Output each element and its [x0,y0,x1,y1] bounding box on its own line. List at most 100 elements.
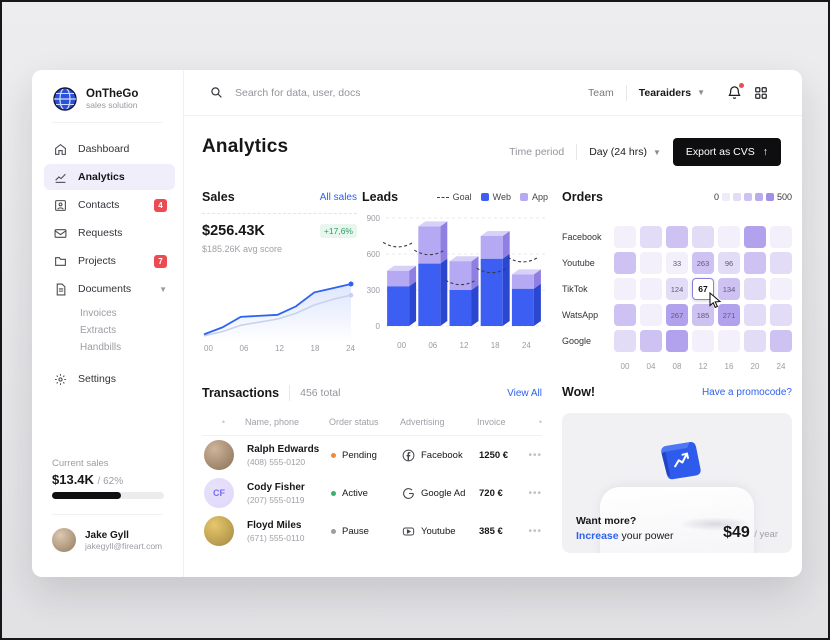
user-profile[interactable]: Jake Gyll jakegyll@fireart.com [52,528,162,552]
orders-heatmap-cell[interactable] [770,226,792,248]
orders-heatmap-cell[interactable] [640,330,662,352]
increase-link[interactable]: Increase [576,530,619,542]
orders-heatmap-cell[interactable] [770,330,792,352]
orders-heatmap-cell[interactable] [744,304,766,326]
customer-name: Cody Fisher [247,481,305,493]
orders-heatmap-cell[interactable] [640,252,662,274]
current-sales-value: $13.4K / 62% [52,472,124,487]
orders-heatmap-cell[interactable] [692,330,714,352]
orders-heatmap-cell[interactable]: 185 [692,304,714,326]
heatmap-row-label: TikTok [562,284,588,294]
view-all-link[interactable]: View All [507,387,542,399]
table-row[interactable]: Ralph Edwards (408) 555-0120 Pending Fac… [202,436,542,474]
orders-heatmap-cell[interactable] [614,304,636,326]
status-label: Pending [342,449,377,461]
sidebar-item-projects[interactable]: Projects 7 [44,248,175,274]
sidebar-item-contacts[interactable]: Contacts 4 [44,192,175,218]
orders-heatmap-cell[interactable]: 67 [692,278,714,300]
orders-heatmap-cell[interactable] [666,330,688,352]
menu-column-dot: • [538,417,542,427]
customer-phone: (207) 555-0119 [247,494,305,505]
orders-heatmap: Facebook Youtube 33 263 96 TikTok 124 67 134 Wats… [562,226,792,386]
sidebar-item-label: Dashboard [78,143,130,155]
topbar: Team Tearaiders▼ [184,70,802,116]
scale-swatch-icon [732,193,741,201]
orders-heatmap-cell[interactable] [718,330,740,352]
row-menu-button[interactable]: ••• [528,487,542,499]
promocode-link[interactable]: Have a promocode? [701,386,792,398]
orders-card: Orders 0 500 Facebook Youtube 33 263 96 TikTo… [562,190,792,386]
heatmap-col-label: 04 [646,362,656,371]
transactions-total: 456 total [300,387,341,399]
transactions-title: Transactions [202,386,280,400]
orders-heatmap-cell[interactable] [614,252,636,274]
orders-heatmap-cell[interactable] [614,278,636,300]
sidebar-item-requests[interactable]: Requests [44,220,175,246]
brand: OnTheGo sales solution [52,86,138,112]
orders-heatmap-cell[interactable] [614,330,636,352]
all-sales-link[interactable]: All sales [319,191,357,203]
export-button[interactable]: Export as CVS ↑ [672,138,781,166]
customer-phone: (408) 555-0120 [247,456,306,467]
notifications-button[interactable] [727,83,744,100]
divider [52,514,163,515]
time-period-select[interactable]: Day (24 hrs) ▼ [589,146,661,158]
team-selector[interactable]: Tearaiders ▼ [638,86,705,99]
orders-heatmap-cell[interactable]: 263 [692,252,714,274]
sidebar-item-documents[interactable]: Documents ▼ [44,276,175,302]
orders-heatmap-cell[interactable] [640,226,662,248]
orders-title: Orders [562,190,603,204]
orders-heatmap-cell[interactable] [744,226,766,248]
ad-label: Facebook [421,449,463,461]
apps-grid-button[interactable] [754,86,768,100]
ad-label: Youtube [421,525,456,537]
heatmap-row-label: WatsApp [562,310,599,320]
avatar [52,528,76,552]
orders-heatmap-cell[interactable] [770,304,792,326]
sidebar-item-analytics[interactable]: Analytics [44,164,175,190]
orders-heatmap-cell[interactable]: 134 [718,278,740,300]
sidebar-item-settings[interactable]: Settings [44,366,175,392]
web-swatch-icon [480,193,489,201]
search-input[interactable] [235,86,577,99]
sidebar-item-dashboard[interactable]: Dashboard [44,136,175,162]
invoice-amount: 720 € [479,487,503,499]
sidebar-item-label: Projects [78,255,116,267]
upgrade-card[interactable]: Want more? Increase your power $49 / yea… [562,413,792,553]
orders-heatmap-cell[interactable] [770,278,792,300]
status-label: Pause [342,525,369,537]
orders-heatmap-cell[interactable]: 271 [718,304,740,326]
promo-want-text: Want more? [576,515,637,527]
app-window: OnTheGo sales solution Dashboard Analyti… [32,70,802,577]
orders-heatmap-cell[interactable] [640,278,662,300]
orders-heatmap-cell[interactable] [614,226,636,248]
leads-legend: Goal Web App [436,192,548,202]
sidebar-subitem-handbills[interactable]: Handbills [80,342,122,353]
row-menu-button[interactable]: ••• [528,449,542,461]
orders-heatmap-cell[interactable] [770,252,792,274]
row-menu-button[interactable]: ••• [528,525,542,537]
table-row[interactable]: Floyd Miles (671) 555-0110 Pause Youtube… [202,512,542,550]
orders-heatmap-cell[interactable] [718,226,740,248]
pedestal-illustration [600,487,754,553]
orders-heatmap-cell[interactable] [744,252,766,274]
orders-heatmap-cell[interactable] [666,226,688,248]
orders-heatmap-cell[interactable]: 96 [718,252,740,274]
orders-heatmap-cell[interactable] [692,226,714,248]
sales-value: $256.43K [202,223,265,239]
orders-heatmap-cell[interactable]: 124 [666,278,688,300]
sidebar-subitem-extracts[interactable]: Extracts [80,325,117,336]
invoice-amount: 385 € [479,525,503,537]
app-swatch-icon [519,193,528,201]
orders-heatmap-cell[interactable] [744,278,766,300]
projects-badge: 7 [154,254,167,268]
table-row[interactable]: CF Cody Fisher (207) 555-0119 Active Goo… [202,474,542,512]
orders-heatmap-cell[interactable]: 33 [666,252,688,274]
orders-heatmap-cell[interactable] [640,304,662,326]
orders-heatmap-cell[interactable]: 267 [666,304,688,326]
sidebar-subitem-invoices[interactable]: Invoices [80,308,117,319]
heatmap-col-label: 20 [750,362,760,371]
scale-swatch-icon [743,193,752,201]
orders-heatmap-cell[interactable] [744,330,766,352]
